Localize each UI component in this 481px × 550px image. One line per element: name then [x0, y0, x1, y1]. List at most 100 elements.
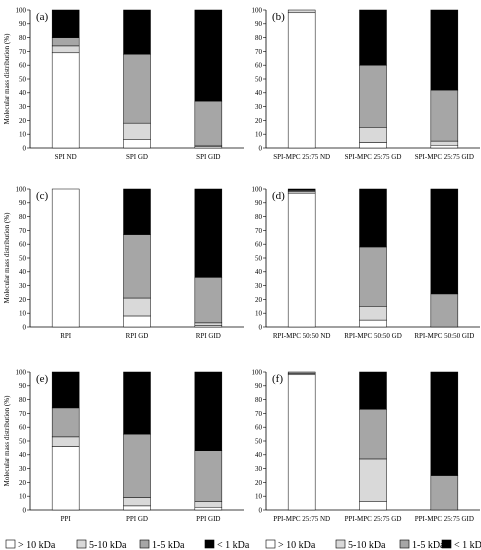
bar-segment: [123, 188, 151, 235]
y-tick-label: 70: [255, 48, 263, 56]
y-tick-label: 30: [255, 465, 263, 473]
bar-segment: [123, 53, 151, 124]
category-label: PPI-MPC 25:75 GID: [415, 515, 474, 523]
y-tick-label: 100: [252, 6, 263, 14]
y-tick-label: 20: [255, 479, 263, 487]
panel-label: (c): [36, 190, 49, 202]
y-tick-label: 0: [259, 323, 263, 331]
bar-segment: [430, 293, 459, 328]
bar-segment: [287, 374, 316, 511]
y-tick-label: 70: [255, 410, 263, 418]
chart-panel-f: 0 10 20 30 40 50 60 70 80 90 100 (f) PPI-MPC 25:75 N…: [252, 368, 480, 523]
bar-segment: [430, 140, 459, 146]
y-tick-label: 20: [19, 117, 27, 125]
y-tick-label: 80: [19, 213, 27, 221]
bar-segment: [51, 45, 80, 54]
category-label: RPI-MPC 50:50 GD: [344, 332, 402, 340]
bar-segment: [359, 319, 387, 328]
category-label: PPI GD: [126, 515, 148, 523]
bar-segment: [51, 446, 80, 511]
bar-segment: [194, 450, 223, 502]
category-label: PPI GID: [196, 515, 220, 523]
bar-segment: [194, 371, 223, 451]
y-tick-label: 10: [19, 493, 27, 501]
y-tick-label: 30: [255, 103, 263, 111]
category-label: SPI GD: [126, 153, 148, 161]
y-tick-label: 20: [19, 296, 27, 304]
bar-segment: [51, 188, 80, 328]
legend-label: > 10 kDa: [278, 540, 316, 550]
bar-segment: [194, 277, 223, 324]
y-tick-label: 50: [19, 254, 27, 262]
bar-segment: [359, 306, 387, 321]
y-tick-label: 10: [255, 493, 263, 501]
y-tick-label: 90: [255, 382, 263, 390]
bar-segment: [123, 122, 151, 140]
bar-segment: [287, 192, 316, 328]
bar-segment: [359, 188, 387, 248]
legend-right: > 10 kDa 5-10 kDa 1-5 kDa < 1 kDa: [265, 539, 481, 550]
y-tick-label: 60: [255, 424, 263, 432]
category-label: PPI-MPC 25:75 ND: [273, 515, 330, 523]
y-tick-label: 10: [19, 131, 27, 139]
bar-segment: [123, 371, 151, 435]
bar-segment: [123, 497, 151, 507]
bar-segment: [51, 371, 80, 409]
y-tick-label: 0: [259, 506, 263, 514]
y-axis-label: Molecular mass distribution (%): [3, 395, 11, 486]
y-tick-label: 80: [255, 34, 263, 42]
y-tick-label: 100: [16, 185, 27, 193]
y-axis-label: Molecular mass distribution (%): [3, 33, 11, 124]
legend-swatch: [399, 539, 410, 549]
chart-panel-c: 0 10 20 30 40 50 60 70 80 90 100 Molecular mass dis…: [3, 185, 244, 340]
legend: > 10 kDa 5-10 kDa 1-5 kDa < 1 kDa: [5, 539, 250, 550]
y-tick-label: 40: [255, 451, 263, 459]
y-tick-label: 20: [19, 479, 27, 487]
y-tick-label: 100: [16, 368, 27, 376]
y-tick-label: 0: [23, 506, 27, 514]
category-label: RPI-MPC 50:50 GID: [414, 332, 474, 340]
bar-segment: [430, 144, 459, 149]
y-tick-label: 80: [19, 396, 27, 404]
y-tick-label: 0: [23, 323, 27, 331]
bar-segment: [123, 505, 151, 511]
panel-label: (a): [36, 11, 49, 23]
bar-segment: [123, 297, 151, 317]
y-tick-label: 60: [255, 241, 263, 249]
chart-panel-a: 0 10 20 30 40 50 60 70 80 90 100 Molecular mass dis…: [3, 6, 244, 161]
legend-swatch: [76, 539, 87, 549]
y-tick-label: 80: [255, 213, 263, 221]
chart-panel-b: 0 10 20 30 40 50 60 70 80 90 100 (b) SPI-MPC 25:75 N…: [252, 6, 480, 161]
y-tick-label: 70: [255, 227, 263, 235]
category-label: SPI-MPC 25:75 GID: [415, 153, 474, 161]
legend-swatch: [441, 539, 452, 549]
legend-swatch: [265, 539, 276, 549]
y-tick-label: 100: [252, 368, 263, 376]
legend-swatch: [204, 539, 215, 549]
bar-segment: [51, 37, 80, 47]
panel-label: (b): [272, 11, 285, 23]
bar-segment: [359, 64, 387, 128]
category-label: SPI-MPC 25:75 GD: [345, 153, 402, 161]
y-tick-label: 100: [252, 185, 263, 193]
y-tick-label: 40: [19, 451, 27, 459]
bar-segment: [51, 9, 80, 38]
panel-label: (e): [36, 373, 49, 385]
category-label: RPI GD: [126, 332, 149, 340]
bar-segment: [51, 436, 80, 447]
legend-swatch: [335, 539, 346, 549]
y-tick-label: 80: [19, 34, 27, 42]
y-tick-label: 90: [255, 199, 263, 207]
category-label: SPI GID: [196, 153, 220, 161]
y-tick-label: 40: [255, 89, 263, 97]
category-label: SPI-MPC 25:75 ND: [273, 153, 330, 161]
y-tick-label: 50: [255, 437, 263, 445]
y-tick-label: 80: [255, 396, 263, 404]
bar-segment: [359, 409, 387, 460]
bar-segment: [194, 9, 223, 102]
bar-segment: [123, 139, 151, 149]
bar-segment: [430, 89, 459, 142]
legend-label: 1-5 kDa: [152, 540, 185, 550]
y-tick-label: 60: [255, 62, 263, 70]
legend-label: < 1 kDa: [217, 540, 250, 550]
